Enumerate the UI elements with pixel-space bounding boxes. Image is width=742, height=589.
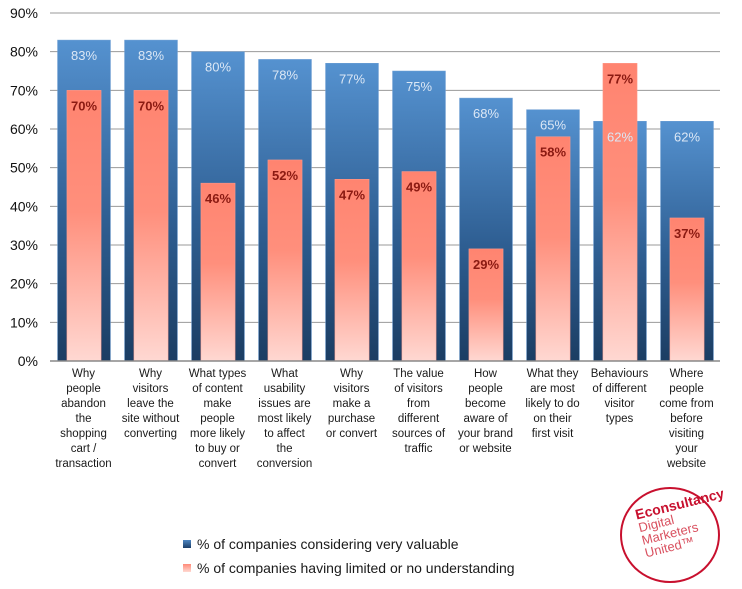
bar-limited-understanding xyxy=(133,90,169,362)
legend-item-very-valuable: % of companies considering very valuable xyxy=(183,532,515,556)
data-label-very-valuable: 75% xyxy=(406,79,432,94)
x-tick-label: Where people come from before visiting y… xyxy=(659,368,714,470)
x-tick-label: Why visitors make a purchase or convert xyxy=(325,368,378,440)
data-label-very-valuable: 80% xyxy=(205,60,231,75)
data-label-very-valuable: 77% xyxy=(339,71,365,86)
data-label-limited-understanding: 70% xyxy=(138,98,164,113)
x-tick-label: What types of content make people more l… xyxy=(188,368,247,470)
y-tick-label: 70% xyxy=(10,82,38,98)
bar-chart: 0% 10% 20% 30% 40% 50% 60% 70% 80% 90% 83% 70% 83% 7… xyxy=(10,5,720,369)
x-tick-label: Why visitors leave the site without conv… xyxy=(121,368,180,440)
y-tick-label: 30% xyxy=(10,237,38,253)
data-label-limited-understanding: 58% xyxy=(540,145,566,160)
legend-label: % of companies considering very valuable xyxy=(197,536,459,552)
bar-limited-understanding xyxy=(468,248,504,362)
econsultancy-logo: Econsultancy Digital Marketers United™ xyxy=(620,485,726,587)
logo-ring xyxy=(620,487,720,583)
data-label-limited-understanding: 70% xyxy=(71,98,97,113)
x-tick-label: How people become aware of your brand or… xyxy=(458,368,513,455)
data-label-limited-understanding: 49% xyxy=(406,180,432,195)
y-tick-label: 50% xyxy=(10,160,38,176)
bar-limited-understanding xyxy=(401,171,437,362)
data-label-limited-understanding: 37% xyxy=(674,226,700,241)
data-label-very-valuable: 65% xyxy=(540,118,566,133)
data-label-very-valuable: 83% xyxy=(71,48,97,63)
y-tick-label: 20% xyxy=(10,276,38,292)
y-tick-label: 40% xyxy=(10,198,38,214)
bar-limited-understanding xyxy=(200,182,236,362)
data-label-limited-understanding: 46% xyxy=(205,191,231,206)
bar-limited-understanding xyxy=(669,217,705,362)
legend-label: % of companies having limited or no unde… xyxy=(197,560,515,576)
y-tick-label: 60% xyxy=(10,121,38,137)
x-tick-label: What usability issues are most likely to… xyxy=(256,368,313,470)
x-tick-label: What they are most likely to do on their… xyxy=(525,368,580,440)
data-label-limited-understanding: 29% xyxy=(473,257,499,272)
data-label-limited-understanding: 77% xyxy=(607,71,633,86)
x-tick-label: Behaviours of different visitor types xyxy=(590,368,649,425)
x-axis-labels: Why people abandon the shopping cart / t… xyxy=(0,367,742,507)
bar-limited-understanding xyxy=(535,136,571,362)
bar-limited-understanding xyxy=(66,90,102,362)
x-tick-label: Why people abandon the shopping cart / t… xyxy=(55,368,112,470)
legend-item-limited-understanding: % of companies having limited or no unde… xyxy=(183,556,515,580)
legend-swatch-blue xyxy=(183,540,191,548)
bar-limited-understanding xyxy=(334,179,370,362)
data-label-very-valuable: 62% xyxy=(607,129,633,144)
y-tick-label: 10% xyxy=(10,314,38,330)
y-tick-label: 0% xyxy=(18,353,38,369)
data-label-very-valuable: 62% xyxy=(674,129,700,144)
legend-swatch-red xyxy=(183,564,191,572)
data-label-very-valuable: 78% xyxy=(272,67,298,82)
y-tick-label: 90% xyxy=(10,5,38,21)
legend: % of companies considering very valuable… xyxy=(183,532,515,580)
bar-limited-understanding xyxy=(267,159,303,362)
data-label-limited-understanding: 52% xyxy=(272,168,298,183)
x-tick-label: The value of visitors from different sou… xyxy=(391,368,446,455)
y-tick-label: 80% xyxy=(10,44,38,60)
data-label-very-valuable: 68% xyxy=(473,106,499,121)
data-label-very-valuable: 83% xyxy=(138,48,164,63)
bar-limited-understanding xyxy=(602,63,638,362)
data-label-limited-understanding: 47% xyxy=(339,187,365,202)
